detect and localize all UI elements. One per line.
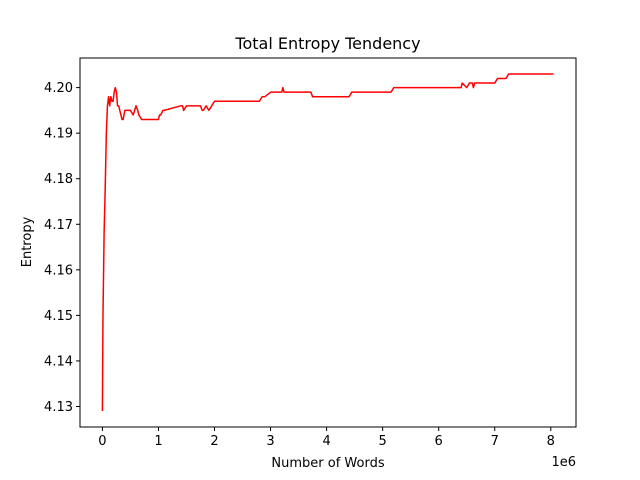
y-tick-label: 4.17 bbox=[44, 218, 73, 233]
x-tick-label: 3 bbox=[266, 434, 274, 449]
x-axis-offset-label: 1e6 bbox=[551, 455, 576, 470]
x-tick-label: 1 bbox=[154, 434, 162, 449]
entropy-series-line bbox=[101, 73, 554, 412]
axes-frame bbox=[79, 57, 577, 428]
y-tick-label: 4.16 bbox=[44, 263, 73, 278]
y-tick-label: 4.13 bbox=[44, 400, 73, 415]
x-tick-label: 6 bbox=[435, 434, 443, 449]
y-tick-label: 4.14 bbox=[44, 354, 73, 369]
y-tick-label: 4.15 bbox=[44, 309, 73, 324]
x-tick-label: 8 bbox=[547, 434, 555, 449]
y-tick-label: 4.19 bbox=[44, 127, 73, 142]
y-tick-label: 4.20 bbox=[44, 81, 73, 96]
y-axis: 4.13 4.14 4.15 4.16 4.17 4.18 4.19 4.20 bbox=[44, 81, 80, 415]
x-tick-label: 4 bbox=[322, 434, 330, 449]
plot-area bbox=[79, 57, 577, 428]
x-tick-label: 0 bbox=[98, 434, 106, 449]
line-layer bbox=[101, 73, 554, 412]
y-tick-label: 4.18 bbox=[44, 172, 73, 187]
y-axis-title: Entropy bbox=[20, 216, 35, 267]
x-axis-title: Number of Words bbox=[271, 456, 384, 471]
x-tick-label: 7 bbox=[491, 434, 499, 449]
x-tick-label: 5 bbox=[379, 434, 387, 449]
x-axis: 0 1 2 3 4 5 6 7 8 bbox=[98, 427, 555, 449]
x-tick-label: 2 bbox=[210, 434, 218, 449]
chart-title: Total Entropy Tendency bbox=[234, 34, 420, 53]
